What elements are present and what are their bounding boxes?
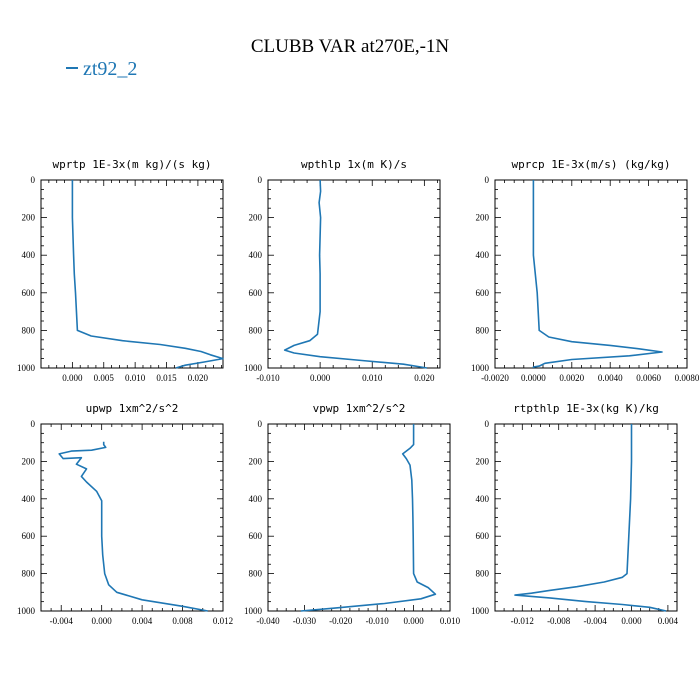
y-tick-label: 600 bbox=[22, 288, 36, 298]
panel-title: upwp 1xm^2/s^2 bbox=[86, 402, 179, 415]
y-tick-label: 0 bbox=[258, 419, 263, 429]
series-line-zt92_2 bbox=[300, 424, 437, 612]
y-tick-label: 400 bbox=[22, 250, 36, 260]
panel-title: vpwp 1xm^2/s^2 bbox=[313, 402, 406, 415]
y-tick-label: 400 bbox=[249, 494, 263, 504]
x-tick-label: 0.005 bbox=[94, 373, 115, 383]
x-tick-label: -0.030 bbox=[293, 616, 317, 626]
chart-panel-1: wprtp 1E-3x(m kg)/(s kg) 0 200 400 600 800 100… bbox=[17, 158, 224, 383]
legend: zt92_2 bbox=[66, 58, 137, 81]
chart-panel-4: upwp 1xm^2/s^2 0 200 400 600 800 1000 -0.004 0.0… bbox=[17, 402, 233, 626]
plot-frame bbox=[494, 423, 678, 612]
chart-panel-2: wpthlp 1x(m K)/s 0 200 400 600 800 1000-0.010 0… bbox=[244, 158, 441, 383]
series-line-zt92_2 bbox=[514, 424, 667, 612]
y-tick-label: 800 bbox=[476, 569, 490, 579]
x-tick-label: 0.0060 bbox=[636, 373, 661, 383]
x-tick-label: 0.020 bbox=[414, 373, 435, 383]
y-tick-label: 0 bbox=[31, 419, 36, 429]
y-tick-label: 800 bbox=[476, 325, 490, 335]
y-tick-label: 200 bbox=[249, 213, 263, 223]
y-tick-label: 1000 bbox=[244, 606, 263, 616]
chart-panel-6: rtpthlp 1E-3x(kg K)/kg 0 200 400 600 800 1000 -… bbox=[471, 402, 679, 626]
x-tick-label: -0.008 bbox=[547, 616, 571, 626]
y-tick-label: 0 bbox=[258, 175, 263, 185]
x-tick-label: 0.0040 bbox=[598, 373, 623, 383]
x-tick-label: 0.010 bbox=[125, 373, 146, 383]
x-tick-label: 0.004 bbox=[132, 616, 153, 626]
y-tick-label: 1000 bbox=[17, 606, 36, 616]
y-tick-label: 400 bbox=[249, 250, 263, 260]
y-tick-label: 600 bbox=[22, 531, 36, 541]
y-tick-label: 400 bbox=[476, 250, 490, 260]
y-tick-label: 200 bbox=[22, 213, 36, 223]
series-line-zt92_2 bbox=[71, 180, 224, 369]
series-line-zt92_2 bbox=[532, 180, 663, 368]
y-tick-label: 1000 bbox=[471, 606, 490, 616]
y-tick-label: 800 bbox=[22, 569, 36, 579]
y-tick-label: 800 bbox=[249, 325, 263, 335]
chart-panel-5: vpwp 1xm^2/s^2 0 200 400 600 800 1000-0.040 -0.… bbox=[244, 402, 461, 626]
y-tick-label: 200 bbox=[476, 213, 490, 223]
series-line-zt92_2 bbox=[283, 179, 428, 369]
x-tick-label: 0.0020 bbox=[559, 373, 584, 383]
y-tick-label: 200 bbox=[476, 456, 490, 466]
y-tick-label: 600 bbox=[249, 531, 263, 541]
y-tick-label: 1000 bbox=[244, 363, 263, 373]
y-tick-label: 600 bbox=[249, 288, 263, 298]
y-tick-label: 0 bbox=[485, 419, 490, 429]
x-tick-label: 0.000 bbox=[92, 616, 113, 626]
x-tick-label: 0.004 bbox=[658, 616, 679, 626]
plot-frame bbox=[40, 179, 224, 369]
legend-label: zt92_2 bbox=[83, 58, 138, 80]
x-tick-label: 0.012 bbox=[213, 616, 233, 626]
y-tick-label: 600 bbox=[476, 288, 490, 298]
x-tick-label: -0.004 bbox=[583, 616, 607, 626]
plot-frame bbox=[494, 179, 688, 369]
x-tick-label: 0.010 bbox=[440, 616, 461, 626]
y-tick-label: 800 bbox=[22, 325, 36, 335]
x-tick-label: 0.015 bbox=[156, 373, 177, 383]
x-tick-label: -0.010 bbox=[366, 616, 390, 626]
x-tick-label: 0.020 bbox=[188, 373, 209, 383]
x-tick-label: 0.008 bbox=[172, 616, 193, 626]
x-tick-label: 0.010 bbox=[362, 373, 383, 383]
panel-title: wpthlp 1x(m K)/s bbox=[301, 158, 407, 171]
series-line-zt92_2 bbox=[58, 441, 208, 612]
x-tick-label: 0.0080 bbox=[675, 373, 700, 383]
y-tick-label: 800 bbox=[249, 569, 263, 579]
plot-frame bbox=[267, 423, 451, 612]
x-tick-label: -0.012 bbox=[511, 616, 534, 626]
x-tick-label: 0.0000 bbox=[521, 373, 546, 383]
x-tick-label: -0.040 bbox=[256, 616, 280, 626]
plot-frame bbox=[267, 179, 441, 369]
panel-title: wprcp 1E-3x(m/s) (kg/kg) bbox=[512, 158, 671, 171]
y-tick-label: 1000 bbox=[471, 363, 490, 373]
y-tick-label: 200 bbox=[249, 456, 263, 466]
panel-title: rtpthlp 1E-3x(kg K)/kg bbox=[513, 402, 659, 415]
y-tick-label: 200 bbox=[22, 456, 36, 466]
x-tick-label: -0.010 bbox=[256, 373, 280, 383]
y-tick-label: 400 bbox=[22, 494, 36, 504]
x-tick-label: 0.000 bbox=[621, 616, 642, 626]
y-tick-label: 0 bbox=[31, 175, 36, 185]
chart-panel-3: wprcp 1E-3x(m/s) (kg/kg) 0 200 400 600 800 100… bbox=[471, 158, 700, 383]
x-tick-label: 0.000 bbox=[62, 373, 83, 383]
x-tick-label: 0.000 bbox=[403, 616, 424, 626]
panel-title: wprtp 1E-3x(m kg)/(s kg) bbox=[53, 158, 212, 171]
x-tick-label: -0.004 bbox=[50, 616, 74, 626]
y-tick-label: 600 bbox=[476, 531, 490, 541]
x-tick-label: -0.020 bbox=[329, 616, 353, 626]
legend-swatch bbox=[66, 67, 78, 70]
y-tick-label: 0 bbox=[485, 175, 490, 185]
y-tick-label: 400 bbox=[476, 494, 490, 504]
figure-title: CLUBB VAR at270E,-1N bbox=[250, 36, 450, 57]
x-tick-label: 0.000 bbox=[310, 373, 331, 383]
x-tick-label: -0.0020 bbox=[481, 373, 509, 383]
y-tick-label: 1000 bbox=[17, 363, 36, 373]
